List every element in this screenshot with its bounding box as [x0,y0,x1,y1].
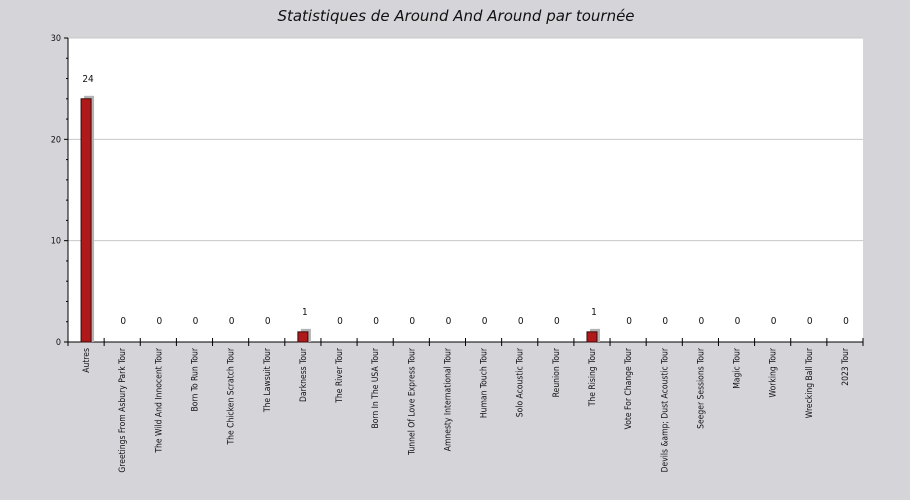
chart-title: Statistiques de Around And Around par to… [277,7,634,25]
y-axis: 0 10 20 30 [51,34,69,348]
y-tick-label: 0 [56,338,61,348]
x-tick-label: Born To Run Tour [190,347,200,411]
x-tick-label: Wrecking Ball Tour [805,347,815,418]
data-label: 0 [229,316,235,327]
x-tick-label: Autres [82,348,92,373]
grid-lines [68,37,863,242]
bar [297,331,309,343]
x-axis: Autres Greetings From Asbury Park Tour The… [67,338,864,473]
data-label: 0 [446,316,452,327]
bar [586,331,598,343]
value-labels: 24 0 0 0 0 0 1 0 0 0 0 0 0 0 1 0 0 0 0 0 0 0 [82,74,849,327]
data-label: 0 [373,316,379,327]
plot-area [68,38,863,342]
x-tick-label: The River Tour [335,347,345,404]
data-label: 0 [156,316,162,327]
x-tick-label: Born In The USA Tour [371,347,381,428]
bars [80,95,600,343]
x-tick-label: Darkness Tour [299,347,309,402]
x-tick-label: Working Tour [769,347,779,397]
x-tick-label: Magic Tour [733,347,743,389]
data-label: 0 [554,316,560,327]
x-tick-label: Amnesty International Tour [443,347,453,451]
data-label: 0 [337,316,343,327]
data-label: 0 [409,316,415,327]
y-tick-label: 10 [51,237,61,247]
data-label: 1 [302,307,308,318]
y-tick-label: 30 [51,34,61,44]
x-tick-label: 2023 Tour [841,347,851,386]
data-label: 0 [120,316,126,327]
x-tick-label: The Chicken Scratch Tour [227,347,237,445]
data-label: 0 [735,316,741,327]
x-tick-label: The Rising Tour [588,347,598,407]
data-label: 0 [265,316,271,327]
data-label: 0 [518,316,524,327]
x-tick-label: Human Touch Tour [480,347,490,418]
x-tick-label: Seeger Sessions Tour [696,347,706,429]
data-label: 0 [662,316,668,327]
x-tick-label: Greetings From Asbury Park Tour [118,347,128,472]
data-label: 0 [699,316,705,327]
x-tick-label: Solo Acoustic Tour [516,347,526,417]
x-tick-label: Reunion Tour [552,347,562,397]
data-label: 0 [807,316,813,327]
data-label: 0 [771,316,777,327]
x-tick-label: The Lawsuit Tour [263,347,273,413]
data-label: 0 [482,316,488,327]
data-label: 0 [626,316,632,327]
bar [80,98,92,343]
y-tick-label: 20 [51,135,61,145]
data-label: 24 [82,74,94,85]
x-tick-label: The Wild And Innocent Tour [154,347,164,453]
x-tick-label: Devils &amp; Dust Acoustic Tour [660,347,670,472]
data-label: 1 [591,307,597,318]
x-tick-label: Vote For Change Tour [624,347,634,429]
x-tick-label: Tunnel Of Love Express Tour [407,347,417,456]
data-label: 0 [193,316,199,327]
data-label: 0 [843,316,849,327]
